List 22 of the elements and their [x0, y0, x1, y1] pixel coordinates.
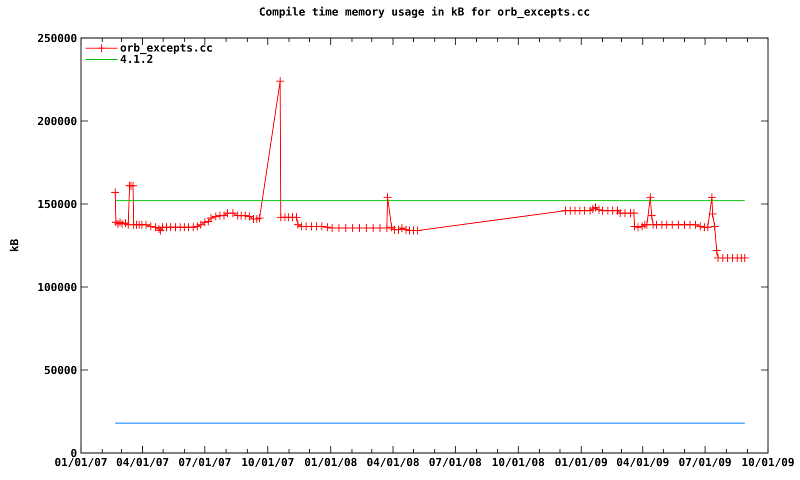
x-tick-label: 04/01/08 — [367, 458, 419, 468]
x-tick-label: 04/01/07 — [116, 458, 168, 468]
x-tick-label: 07/01/07 — [179, 458, 231, 468]
x-tick-label: 10/01/08 — [492, 458, 544, 468]
y-tick-label: 200000 — [38, 116, 76, 126]
x-tick-label: 04/01/09 — [616, 458, 669, 468]
y-tick-label: 250000 — [38, 34, 76, 42]
x-tick-label: 10/01/07 — [242, 458, 294, 468]
x-tick-label: 10/01/09 — [742, 458, 794, 468]
chart-title: Compile time memory usage in kB for orb_excepts.cc — [260, 6, 590, 18]
y-tick-label: 0 — [71, 448, 76, 458]
legend-label: orb_excepts.cc — [120, 43, 212, 54]
y-tick-label: 50000 — [44, 366, 76, 374]
y-axis-title: kB — [10, 239, 18, 252]
y-tick-label: 100000 — [38, 282, 76, 292]
x-tick-label: 01/01/07 — [55, 458, 107, 468]
x-tick-label: 07/01/08 — [429, 458, 482, 468]
y-tick-label: 150000 — [38, 200, 76, 208]
x-tick-label: 01/01/08 — [304, 458, 357, 468]
legend-label: 4.1.2 — [120, 54, 152, 63]
x-tick-label: 07/01/09 — [679, 458, 731, 468]
x-tick-label: 01/01/09 — [555, 458, 607, 468]
